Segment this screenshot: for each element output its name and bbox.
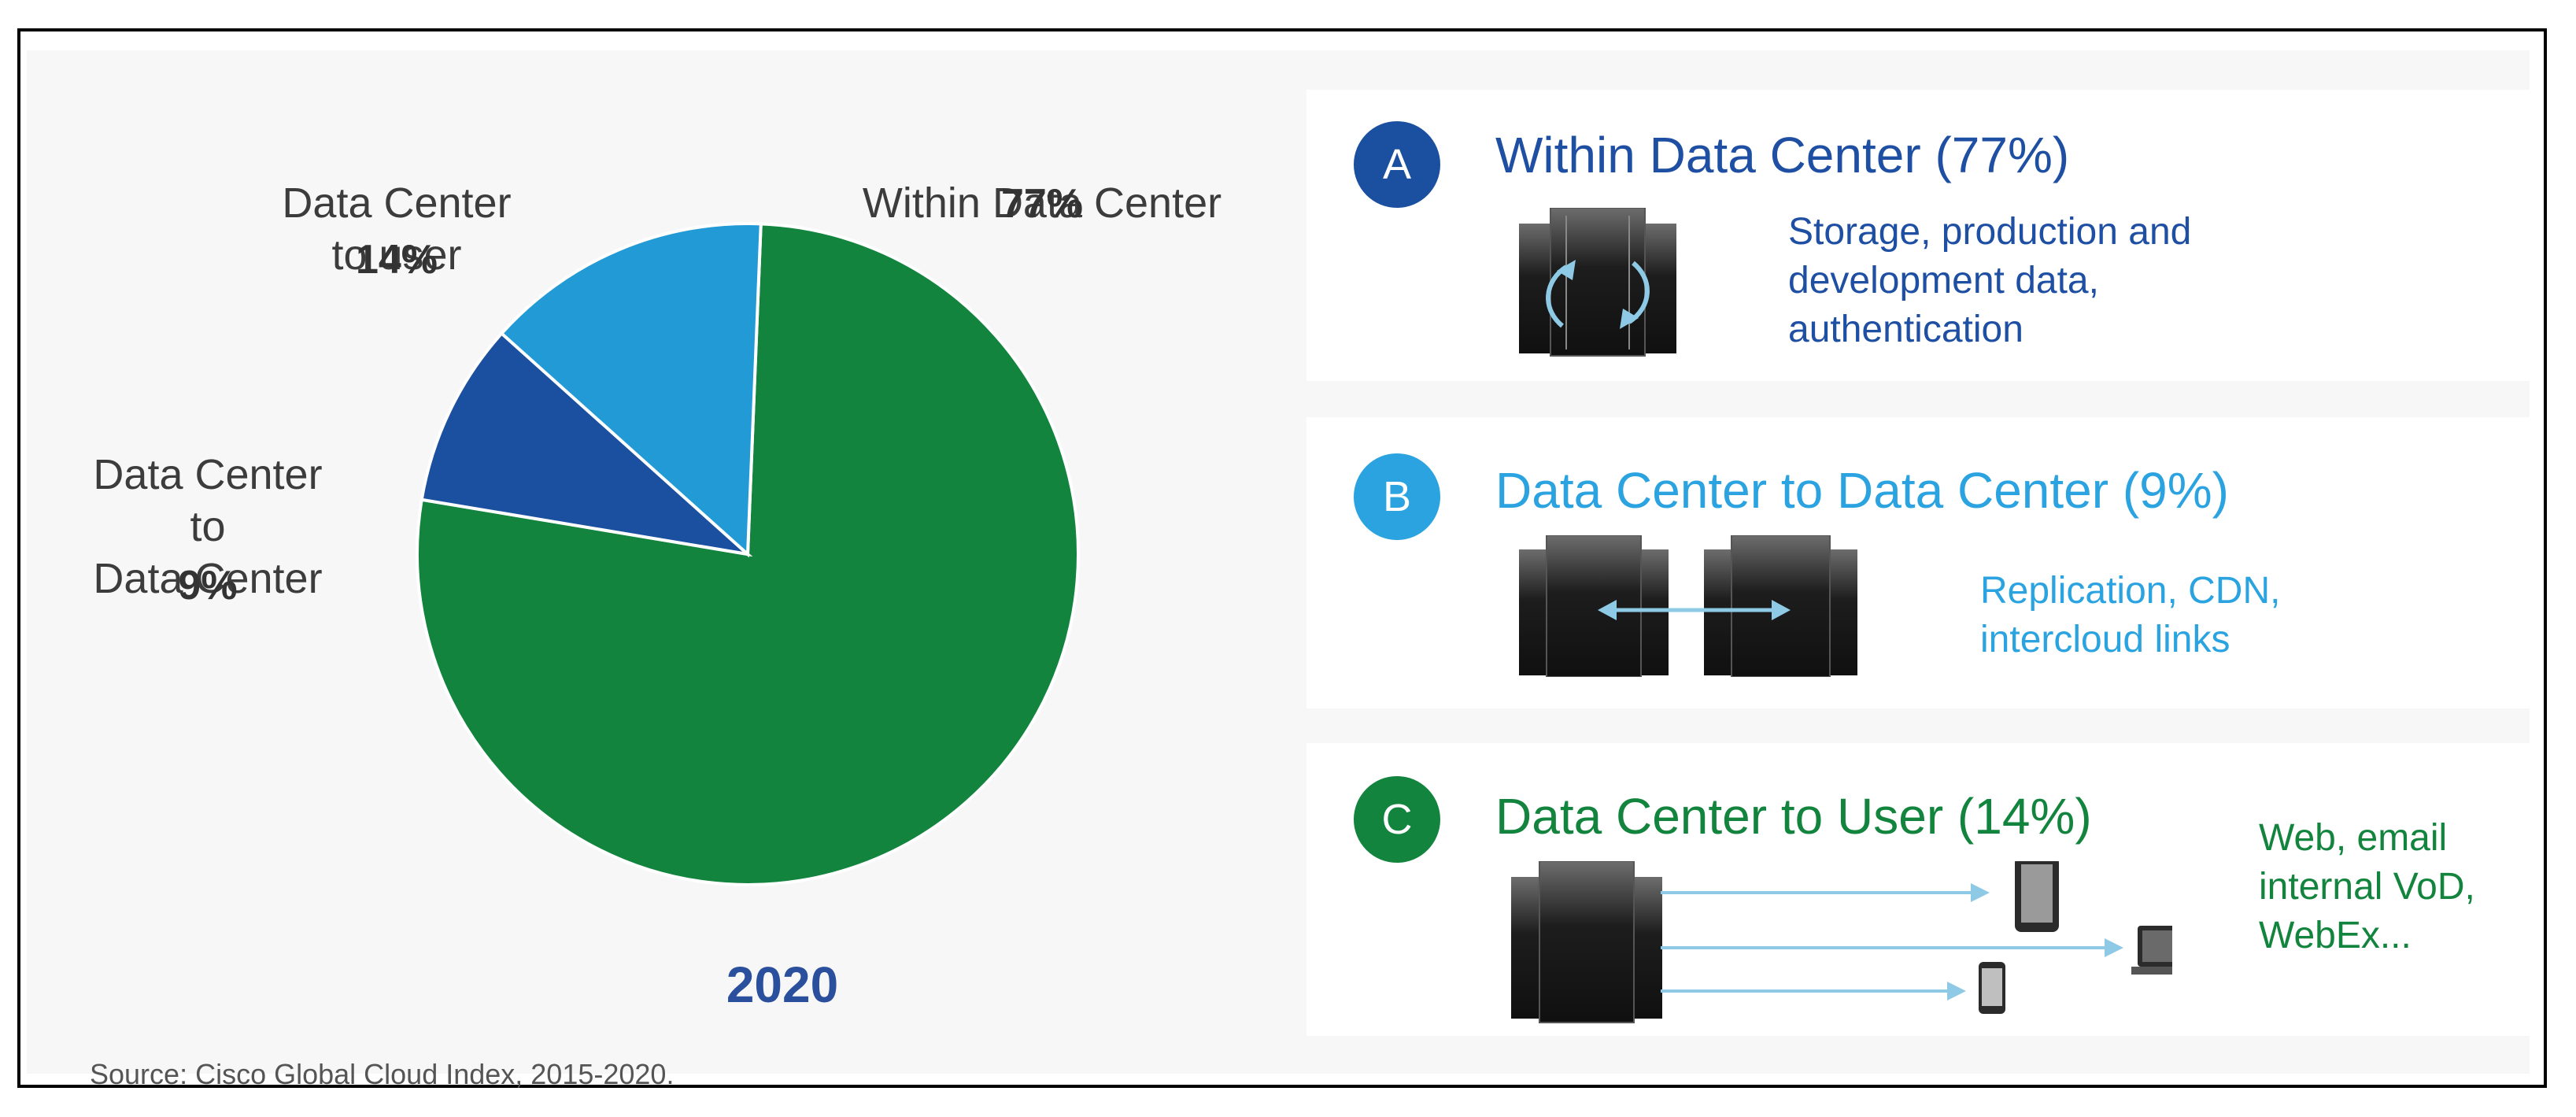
badge-c: C <box>1354 776 1440 863</box>
card-a-title: Within Data Center (77%) <box>1495 127 2070 183</box>
badge-a: A <box>1354 121 1440 208</box>
pie-slice-dc-to-user <box>499 222 763 558</box>
infographic-panel: Within Data Center 77% Data Center to us… <box>27 50 2539 1090</box>
card-dc-to-dc: B Data Center to Data Center (9%) Replic… <box>1306 417 2539 708</box>
slice-label-dc-to-user: Data Center to user <box>282 179 512 279</box>
source-note: Source: Cisco Global Cloud Index, 2015-2… <box>90 1058 674 1090</box>
card-within-data-center: A Within Data Center (77%) Storage, prod… <box>1306 90 2539 381</box>
card-c-title: Data Center to User (14%) <box>1495 788 2092 845</box>
card-dc-to-user: C Data Center to User (14%) <box>1306 743 2539 1036</box>
two-server-racks-bidirectional-arrow-icon <box>1519 535 1857 677</box>
badge-b: B <box>1354 453 1440 540</box>
card-b-description: Replication, CDN, intercloud links <box>1980 570 2281 660</box>
card-b-title: Data Center to Data Center (9%) <box>1495 462 2229 519</box>
slice-label-dc-to-dc: Data Center to Data Center <box>93 451 323 602</box>
slice-pct-within: 77% <box>1000 181 1084 227</box>
server-rack-to-devices-icon <box>1511 861 2172 1023</box>
slice-pct-dc-to-dc: 9% <box>178 563 238 608</box>
card-a-description: Storage, production and development data… <box>1788 211 2192 350</box>
slice-pct-dc-to-user: 14% <box>355 237 438 283</box>
chart-year-label: 2020 <box>726 956 839 1013</box>
server-rack-with-cycle-arrows-icon <box>1519 208 1676 357</box>
pie-slice-dc-to-dc <box>419 331 753 557</box>
slice-label-within: Within Data Center <box>862 179 1222 227</box>
card-c-description: Web, email internal VoD, WebEx... <box>2259 817 2475 956</box>
pie-chart <box>416 222 1080 886</box>
